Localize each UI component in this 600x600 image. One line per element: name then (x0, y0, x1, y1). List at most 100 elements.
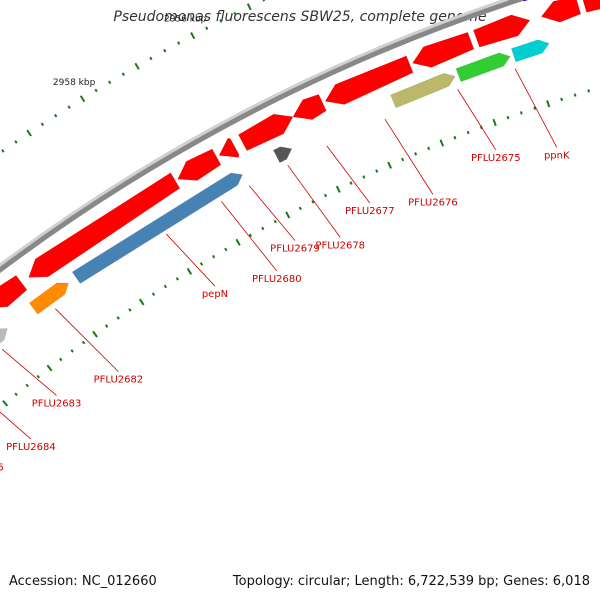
gene-feature-c2 (28, 282, 69, 315)
gene-label: PFLU2685 (0, 463, 4, 474)
inner-tick-mark (362, 175, 366, 179)
outer-tick-mark (190, 32, 196, 40)
genome-summary-text: Topology: circular; Length: 6,722,539 bp… (232, 574, 590, 589)
gene-label: PFLU2679 (270, 244, 320, 255)
outer-tick-mark (177, 41, 181, 45)
inner-tick-mark (298, 206, 302, 211)
inner-tick-mark (25, 383, 29, 388)
inner-tick-mark (273, 219, 277, 224)
inner-tick-mark (311, 200, 315, 204)
inner-tick-mark (492, 118, 497, 127)
gene-label: PFLU2682 (94, 375, 144, 386)
inner-tick-mark (248, 233, 253, 238)
gene-feature-f11 (412, 31, 475, 68)
gene-label: PFLU2675 (471, 153, 521, 164)
label-leader-line (326, 145, 371, 204)
label-leader-line (55, 308, 119, 372)
outer-tick-mark (262, 0, 266, 2)
gene-feature-f9 (292, 94, 327, 120)
inner-tick-mark (519, 111, 523, 115)
label-leader-line (287, 165, 341, 238)
inner-tick-mark (138, 298, 145, 306)
gene-feature-c4 (273, 146, 293, 163)
inner-tick-mark (453, 135, 457, 140)
map-title: Pseudomonas fluorescens SBW25, complete … (113, 9, 487, 25)
gene-feature-c3 (71, 172, 243, 284)
inner-tick-mark (427, 146, 431, 151)
inner-tick-mark (151, 292, 156, 296)
outer-tick-mark (1, 149, 5, 153)
gene-label: PFLU2676 (408, 197, 458, 208)
gene-feature-f4 (0, 275, 28, 308)
inner-tick-mark (375, 169, 379, 173)
outer-tick-mark (108, 80, 112, 85)
features-group (0, 0, 600, 344)
gene-feature-f5 (28, 172, 181, 278)
outer-tick-mark (163, 48, 167, 53)
label-leader-line (1, 348, 57, 396)
gene-label: PFLU2683 (32, 398, 82, 409)
label-leader-line (384, 118, 434, 195)
inner-tick-mark (128, 308, 132, 312)
inner-tick-mark (59, 357, 63, 362)
outer-tick-mark (67, 105, 71, 109)
gene-feature-c1 (0, 328, 8, 344)
backbone-arc (0, 0, 527, 274)
outer-tick-mark (26, 129, 32, 137)
outer-tick-mark (233, 12, 237, 16)
inner-tick-mark (81, 340, 86, 345)
label-leader-line (248, 185, 296, 241)
outer-tick-mark (121, 72, 125, 76)
label-leader-line (220, 201, 278, 272)
inner-tick-mark (211, 254, 216, 259)
label-leader-line (0, 411, 32, 440)
outer-tick-mark (134, 62, 140, 70)
gene-label: PFLU2677 (345, 206, 395, 217)
inner-tick-mark (414, 152, 418, 156)
gene-label: PFLU2680 (252, 274, 302, 285)
inner-tick-mark (92, 330, 98, 338)
inner-tick-mark (349, 181, 353, 185)
inner-tick-mark (439, 139, 445, 147)
gene-feature-c7 (510, 39, 550, 63)
inner-tick-mark (506, 115, 510, 120)
inner-tick-mark (116, 316, 120, 320)
scale-ticks-group: 2948 kbp2950 kbp2952 kbp2954 kbp2956 kbp… (1, 0, 591, 407)
label-leader-line (165, 233, 216, 287)
gene-label: pepN (202, 289, 228, 300)
inner-tick-mark (323, 193, 328, 198)
gene-feature-f12 (473, 14, 531, 48)
gene-feature-f10 (324, 55, 414, 105)
gene-feature-f8 (238, 113, 294, 151)
inner-tick-mark (104, 324, 109, 328)
label-leader-line (514, 68, 558, 148)
gene-feature-c5 (390, 73, 456, 109)
gene-feature-f13 (540, 0, 582, 23)
inner-tick-mark (14, 392, 18, 397)
accession-text: Accession: NC_012660 (9, 574, 157, 589)
inner-tick-mark (466, 130, 470, 135)
inner-tick-mark (46, 364, 53, 372)
inner-tick-mark (261, 226, 265, 231)
inner-tick-mark (175, 277, 180, 281)
outer-tick-mark (54, 113, 58, 118)
inner-tick-mark (285, 211, 291, 219)
gene-feature-f14 (582, 0, 600, 13)
backbone-group (0, 0, 527, 274)
scale-tick-label: 2956 kbp (164, 14, 207, 24)
inner-tick-mark (2, 399, 9, 407)
inner-tick-mark (186, 267, 193, 275)
gene-feature-c9 (523, 0, 529, 2)
inner-tick-mark (224, 247, 228, 252)
gene-feature-f7 (218, 137, 240, 158)
inner-tick-mark (587, 89, 591, 93)
inner-tick-mark (387, 161, 392, 169)
outer-tick-mark (14, 140, 18, 144)
inner-tick-mark (36, 374, 41, 379)
inner-tick-mark (163, 284, 168, 289)
label-leader-line (457, 89, 497, 151)
inner-tick-mark (533, 106, 537, 111)
gene-labels-group: PFLU2685 PFLU2684 PFLU2683 PFLU2682 pepN PFLU… (0, 68, 570, 474)
